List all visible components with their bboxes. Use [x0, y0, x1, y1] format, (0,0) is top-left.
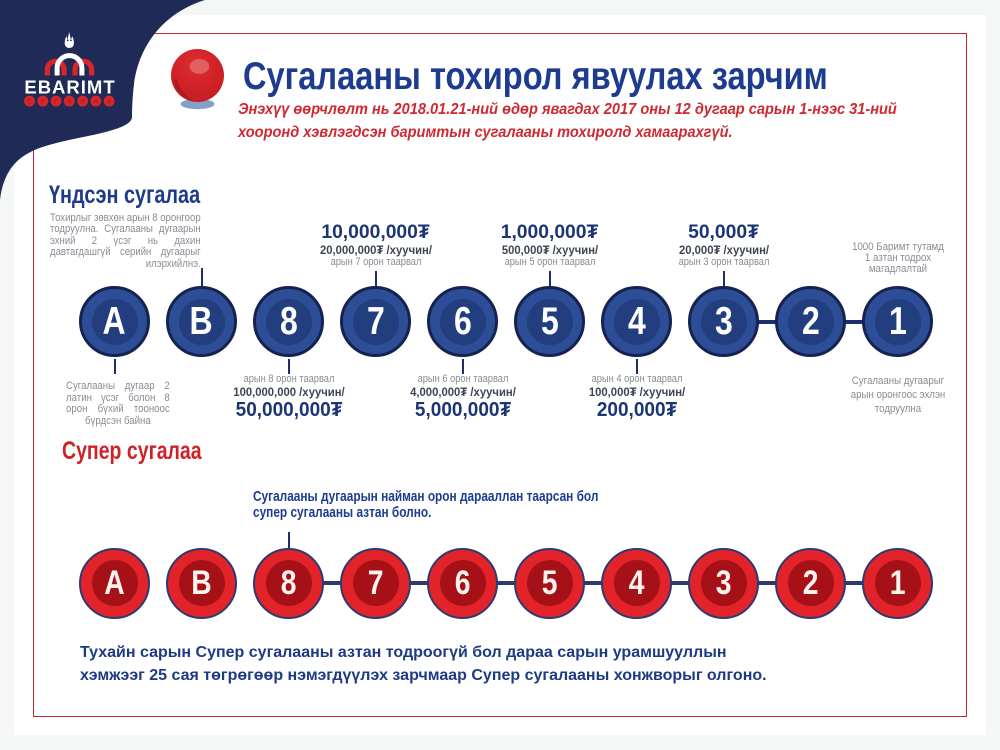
svg-text:Л: Л [80, 98, 85, 105]
svg-text:С: С [27, 98, 32, 105]
svg-text:А: А [107, 98, 112, 105]
svg-text:А: А [67, 98, 72, 105]
svg-text:EBARIMT: EBARIMT [24, 76, 115, 97]
svg-text:Г: Г [54, 98, 58, 105]
svg-text:А: А [93, 98, 98, 105]
svg-text:У: У [41, 98, 46, 105]
